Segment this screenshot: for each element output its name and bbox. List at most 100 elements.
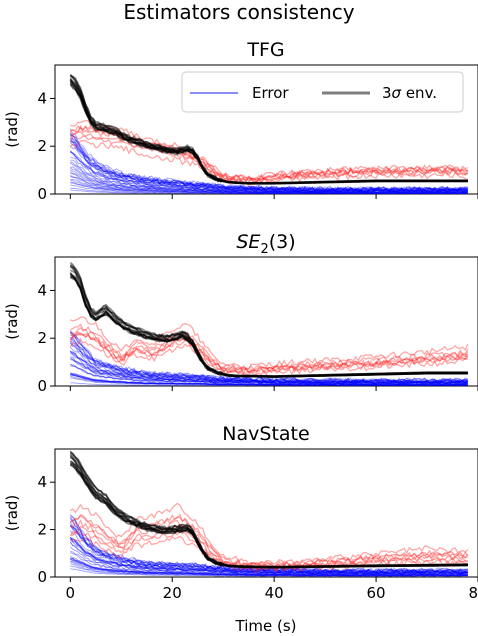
error-run-line — [70, 187, 468, 195]
inconsistent-run-line — [70, 323, 469, 371]
error-run-line — [70, 358, 468, 385]
envelope-run-line — [69, 80, 468, 185]
error-run-line — [70, 563, 468, 577]
inconsistent-run-line — [70, 316, 469, 371]
envelope-run-line — [70, 76, 468, 184]
error-run-line — [70, 559, 468, 577]
error-run-line — [70, 363, 468, 386]
error-run-line — [70, 357, 468, 385]
inconsistent-run-line — [69, 332, 469, 375]
error-run-line — [70, 140, 469, 193]
envelope-run-line — [69, 266, 468, 378]
error-run-line — [70, 374, 468, 386]
error-run-line — [69, 337, 469, 384]
error-run-line — [70, 558, 468, 577]
envelope-run-line — [69, 273, 468, 378]
error-run-line — [70, 178, 468, 194]
inconsistent-run-line — [69, 140, 468, 187]
inconsistent-run-line — [69, 124, 469, 183]
inconsistent-run-line — [70, 513, 469, 568]
error-run-line — [70, 181, 468, 195]
error-run-line — [69, 541, 468, 576]
error-run-line — [70, 351, 469, 385]
error-run-line — [69, 530, 468, 575]
error-run-line — [69, 546, 469, 576]
error-run-line — [70, 525, 468, 574]
panel-se23: SE2(3) 024(rad) — [3, 231, 478, 395]
error-run-line — [69, 139, 468, 193]
error-run-line — [70, 377, 468, 387]
panel-tfg: TFG 0 2 4 (rad) — [3, 39, 478, 203]
panel-title-subscript: 2 — [260, 242, 268, 257]
error-run-line — [69, 133, 468, 192]
panel-title-tfg: TFG — [246, 39, 284, 61]
inconsistent-run-line — [70, 331, 469, 374]
envelope-run-line — [69, 460, 468, 569]
envelope-run-line — [69, 261, 468, 377]
panel-title-base: SE — [236, 231, 260, 253]
x-tick-label: 0 — [66, 584, 76, 602]
error-run-line — [69, 538, 469, 575]
error-run-line — [70, 353, 468, 385]
error-run-line — [70, 152, 468, 193]
error-run-line — [69, 350, 468, 385]
envelope-run-line — [69, 80, 468, 185]
inconsistent-run-line — [69, 519, 468, 570]
inconsistent-run-line — [69, 135, 469, 184]
envelope-run-line — [69, 265, 468, 378]
envelope-run-line — [69, 78, 468, 185]
panel-title-se23: SE2(3) — [236, 231, 295, 257]
envelope-run-line — [69, 450, 468, 568]
error-run-line — [69, 330, 469, 384]
error-run-line — [70, 134, 468, 192]
error-run-line — [70, 565, 468, 577]
error-run-line — [69, 331, 469, 384]
error-run-line — [69, 145, 468, 193]
envelope-run-line — [70, 263, 468, 377]
error-run-line — [69, 538, 468, 575]
error-run-line — [70, 365, 468, 386]
envelope-run-line — [69, 79, 468, 184]
error-run-line — [70, 134, 469, 192]
inconsistent-run-line — [69, 502, 469, 567]
envelope-run-line — [69, 451, 468, 568]
envelope-run-line — [69, 81, 468, 185]
error-run-line — [70, 375, 468, 386]
y-tick-label: 0 — [37, 185, 47, 203]
error-run-line — [70, 159, 468, 193]
envelope-run-line — [69, 74, 468, 184]
error-run-line — [70, 382, 468, 387]
envelope-run-line — [69, 462, 468, 569]
panel-title-rest: (3) — [269, 231, 296, 253]
envelope-run-line — [69, 456, 468, 569]
envelope-run-line — [69, 463, 468, 569]
error-run-line — [70, 172, 468, 194]
error-run-line — [69, 162, 469, 194]
error-run-line — [70, 156, 469, 193]
y-axis-label: (rad) — [3, 111, 21, 148]
error-run-line — [70, 555, 468, 577]
error-run-line — [70, 140, 469, 193]
envelope-run-line — [70, 276, 468, 378]
inconsistent-run-line — [70, 124, 469, 181]
x-tick-label: 80 — [468, 584, 478, 602]
error-run-line — [70, 336, 468, 384]
error-run-line — [69, 525, 469, 575]
error-run-line — [69, 171, 468, 194]
error-run-line — [70, 137, 468, 193]
envelope-run-line — [69, 273, 468, 378]
y-tick-label: 0 — [37, 568, 47, 586]
envelope-run-line — [70, 276, 468, 378]
error-run-line — [70, 558, 468, 577]
x-tick-label: 40 — [265, 584, 284, 602]
envelope-run-line — [69, 269, 468, 378]
y-tick-label: 4 — [37, 89, 47, 107]
error-run-line — [70, 356, 469, 385]
error-run-line — [69, 132, 469, 192]
inconsistent-run-line — [69, 130, 468, 184]
error-run-line — [70, 561, 468, 577]
error-run-line — [69, 536, 468, 575]
envelope-run-line — [69, 74, 468, 184]
error-run-line — [69, 340, 468, 384]
error-run-line — [70, 561, 468, 577]
